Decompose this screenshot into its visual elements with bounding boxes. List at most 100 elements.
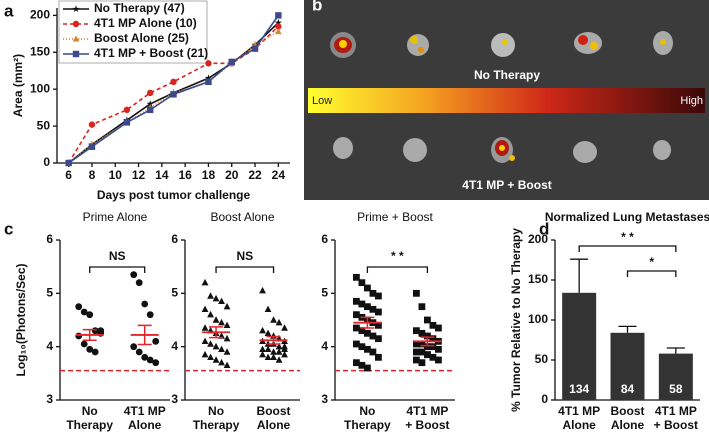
y-tick-label: 150 <box>30 44 50 58</box>
bar <box>562 292 597 400</box>
x-tick-label: 8 <box>89 168 96 182</box>
significance: NS <box>109 249 126 263</box>
y-tick-label: 6 <box>171 232 178 246</box>
marker <box>130 343 138 351</box>
chart-title: Normalized Lung Metastases <box>545 210 709 224</box>
marker <box>141 353 149 361</box>
marker <box>281 324 288 331</box>
marker <box>418 329 426 337</box>
marker <box>223 321 231 329</box>
tissue-images <box>330 31 673 163</box>
value-label: 134 <box>569 382 589 396</box>
sem-bar <box>209 326 224 339</box>
marker <box>201 350 209 358</box>
marker <box>364 329 371 337</box>
scale-high: High <box>680 95 703 107</box>
x-tick-label: 14 <box>155 168 169 182</box>
marker <box>201 337 209 345</box>
marker <box>72 20 80 28</box>
chart-title: Prime Alone <box>83 210 148 224</box>
y-tick-label: 3 <box>46 392 53 406</box>
marker <box>375 321 382 329</box>
marker <box>147 106 154 114</box>
y-axis-label: Log₁₀(Photons/Sec) <box>14 263 28 376</box>
y-tick-label: 0 <box>43 155 50 169</box>
x-tick-label: + Boost <box>405 418 449 432</box>
marker <box>147 89 154 97</box>
marker <box>212 316 220 323</box>
y-tick-label: 4 <box>171 339 178 353</box>
marker <box>86 345 94 353</box>
image-caption: 4T1 MP + Boost <box>462 178 551 192</box>
marker <box>418 340 426 348</box>
marker <box>264 305 272 313</box>
marker <box>358 279 366 287</box>
marker <box>264 345 272 353</box>
x-tick-label: No <box>208 404 224 418</box>
marker <box>353 324 360 332</box>
x-tick-label: No <box>359 404 375 418</box>
marker <box>418 303 426 311</box>
y-tick-label: 6 <box>321 232 328 246</box>
marker <box>228 58 235 66</box>
marker <box>75 332 83 340</box>
marker <box>72 50 80 58</box>
marker <box>358 343 366 351</box>
marker <box>429 335 437 343</box>
marker <box>429 353 437 361</box>
x-tick-label: 16 <box>178 168 192 182</box>
y-axis-label: % Tumor Relative to No Therapy <box>509 228 523 412</box>
chart-title: Boost Alone <box>210 210 274 224</box>
marker <box>65 159 72 167</box>
sem-bar <box>360 316 375 329</box>
marker <box>97 327 105 335</box>
y-tick-label: 100 <box>30 81 50 95</box>
x-tick-label: 6 <box>65 168 72 182</box>
marker <box>424 316 431 324</box>
marker <box>259 326 266 334</box>
marker <box>264 329 272 337</box>
x-tick-label: 12 <box>132 168 146 182</box>
error-bar <box>570 258 589 293</box>
marker <box>72 5 80 13</box>
marker <box>218 358 225 366</box>
marker <box>375 335 382 343</box>
marker <box>353 273 360 281</box>
x-tick-label: Alone <box>562 418 596 432</box>
marker <box>141 300 149 308</box>
x-tick-label: 18 <box>202 168 216 182</box>
marker <box>275 12 282 19</box>
marker <box>259 350 266 358</box>
sem-bar <box>420 336 435 347</box>
significance: * <box>649 255 654 269</box>
x-tick-label: + Boost <box>654 418 698 432</box>
sem-bar <box>137 324 152 346</box>
x-tick-label: 4T1 MP <box>655 404 697 418</box>
x-axis-label: Days post tumor challenge <box>97 188 251 202</box>
marker <box>413 356 420 364</box>
sem-bar <box>82 328 97 342</box>
marker <box>429 321 437 329</box>
marker <box>251 45 259 52</box>
marker <box>218 318 225 326</box>
image-panel: b No Therapy Low High 4T1 MP + Boost <box>304 0 709 200</box>
y-tick-label: 4 <box>321 339 328 353</box>
marker <box>146 311 154 319</box>
marker <box>424 332 431 340</box>
marker <box>264 353 272 361</box>
marker <box>364 284 371 292</box>
marker <box>435 345 442 353</box>
marker <box>207 292 214 299</box>
marker <box>275 318 283 326</box>
marker <box>170 91 177 98</box>
marker <box>205 60 212 67</box>
marker <box>130 271 138 279</box>
x-tick-label: Alone <box>257 418 291 432</box>
marker <box>413 340 420 348</box>
marker <box>418 359 426 367</box>
x-tick-label: No <box>82 404 98 418</box>
panel-label: d <box>539 219 549 238</box>
marker <box>80 308 88 316</box>
x-tick-label: Therapy <box>193 418 240 432</box>
x-tick-label: Therapy <box>344 418 391 432</box>
